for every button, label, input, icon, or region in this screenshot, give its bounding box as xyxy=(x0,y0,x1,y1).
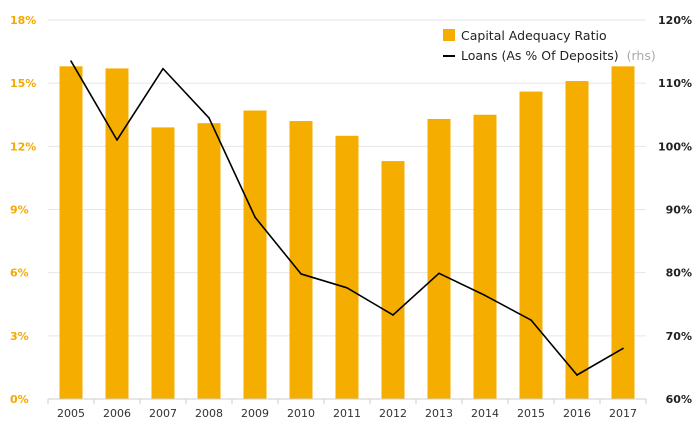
point-loans-2015 xyxy=(530,319,532,321)
bar-capital-adequacy-2005 xyxy=(59,66,83,400)
point-loans-2005 xyxy=(70,60,72,62)
x-tick-label-2014: 2014 xyxy=(471,407,499,420)
x-tick-label-2006: 2006 xyxy=(103,407,131,420)
point-loans-2012 xyxy=(392,314,394,316)
bar-capital-adequacy-2008 xyxy=(197,123,221,399)
y-left-tick-label: 6% xyxy=(10,267,29,280)
legend-label-capital-adequacy-ratio: Capital Adequacy Ratio xyxy=(461,28,607,43)
point-loans-2008 xyxy=(208,117,210,119)
point-loans-2010 xyxy=(300,273,302,275)
legend-label-loans-suffix: (rhs) xyxy=(627,48,656,63)
point-loans-2014 xyxy=(484,294,486,297)
y-left-tick-label: 0% xyxy=(10,393,29,406)
bar-capital-adequacy-2009 xyxy=(243,110,267,400)
y-left-tick-label: 18% xyxy=(10,14,36,27)
x-tick-label-2016: 2016 xyxy=(563,407,591,420)
legend: Capital Adequacy Ratio Loans (As % Of De… xyxy=(443,28,656,63)
bar-capital-adequacy-2016 xyxy=(565,81,589,400)
x-tick-label-2011: 2011 xyxy=(333,407,361,420)
y-left-tick-label: 15% xyxy=(10,77,36,90)
point-loans-2006 xyxy=(116,139,118,141)
point-loans-2013 xyxy=(438,272,440,275)
legend-label-loans: Loans (As % Of Deposits) (rhs) xyxy=(461,48,656,63)
bar-series xyxy=(59,66,635,400)
y-right-tick-label: 70% xyxy=(666,330,692,343)
bar-capital-adequacy-2015 xyxy=(519,91,543,399)
x-tick-label-2012: 2012 xyxy=(379,407,407,420)
x-tick-label-2005: 2005 xyxy=(57,407,85,420)
bar-capital-adequacy-2006 xyxy=(105,68,129,399)
point-loans-2016 xyxy=(576,374,578,376)
y-right-tick-label: 110% xyxy=(658,77,692,90)
bar-capital-adequacy-2012 xyxy=(381,161,405,399)
y-right-tick-label: 90% xyxy=(666,204,692,217)
point-loans-2009 xyxy=(254,216,256,218)
y-left-tick-label: 3% xyxy=(10,330,29,343)
legend-swatch-capital-adequacy-ratio xyxy=(443,29,455,41)
bar-capital-adequacy-2011 xyxy=(335,135,359,400)
bar-capital-adequacy-2007 xyxy=(151,127,175,399)
x-tick-label-2007: 2007 xyxy=(149,407,177,420)
axes: 0% 3% 6% 9% 12% 15% 18% 60% 70% 80% 90% 100% 110% 120… xyxy=(10,14,692,420)
point-loans-2011 xyxy=(346,287,348,289)
y-right-tick-label: 60% xyxy=(666,393,692,406)
line-series xyxy=(70,60,624,376)
point-loans-2017 xyxy=(622,347,624,350)
x-tick-label-2009: 2009 xyxy=(241,407,269,420)
x-tick-label-2010: 2010 xyxy=(287,407,315,420)
y-right-tick-label: 80% xyxy=(666,267,692,280)
y-right-tick-label: 100% xyxy=(658,140,692,153)
y-right-tick-label: 120% xyxy=(658,14,692,27)
x-tick-label-2008: 2008 xyxy=(195,407,223,420)
bar-capital-adequacy-2014 xyxy=(473,114,497,399)
x-tick-label-2017: 2017 xyxy=(609,407,637,420)
y-left-tick-label: 12% xyxy=(10,140,36,153)
y-left-tick-label: 9% xyxy=(10,204,29,217)
x-tick-label-2015: 2015 xyxy=(517,407,545,420)
x-tick-label-2013: 2013 xyxy=(425,407,453,420)
bar-capital-adequacy-2017 xyxy=(611,66,635,400)
point-loans-2007 xyxy=(162,67,164,70)
legend-label-loans-name: Loans (As % Of Deposits) xyxy=(461,48,619,63)
bar-capital-adequacy-2013 xyxy=(427,118,451,399)
bar-capital-adequacy-2010 xyxy=(289,121,313,400)
